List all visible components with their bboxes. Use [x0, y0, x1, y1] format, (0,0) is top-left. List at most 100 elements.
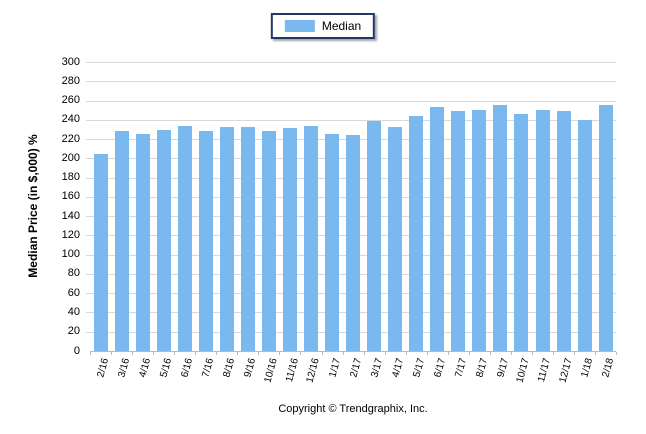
- legend: Median: [270, 13, 376, 39]
- x-slot: 5/16: [153, 354, 175, 400]
- x-axis-tick-mark: [154, 352, 176, 355]
- bar-slot: [279, 62, 300, 351]
- plot-area: [86, 62, 616, 352]
- x-slot: 6/17: [427, 354, 448, 400]
- bar-1-18: [577, 119, 592, 351]
- y-axis-tick-label: 80: [67, 267, 80, 280]
- x-slot: 5/17: [406, 354, 427, 400]
- x-slot: 3/17: [364, 354, 385, 400]
- x-axis-tick-mark: [344, 352, 365, 355]
- y-axis-tick-label: 240: [61, 113, 80, 126]
- y-axis-tick-label: 140: [61, 209, 80, 222]
- y-axis: 0 20 40 60 80 100 120 140 160 180 200 220 240 260 280 3…: [0, 56, 84, 357]
- x-slot: 10/17: [511, 354, 532, 400]
- x-axis-tick-mark: [301, 352, 323, 355]
- x-slot: 8/17: [469, 354, 490, 400]
- x-axis-tick-mark: [175, 352, 197, 355]
- bar-slot: [153, 62, 174, 351]
- bar-2-18: [598, 105, 613, 351]
- bar-slot: [111, 62, 132, 351]
- x-axis-tick-mark: [491, 352, 512, 355]
- x-axis-tick-mark: [554, 352, 576, 355]
- x-slot: 7/17: [448, 354, 469, 400]
- x-axis-tick-mark: [133, 352, 155, 355]
- bar-slot: [532, 62, 553, 351]
- gridline: [86, 81, 616, 83]
- x-slot: 7/16: [195, 354, 217, 400]
- bar-7-17: [451, 111, 466, 351]
- y-axis-tick-label: 0: [73, 344, 80, 357]
- gridline: [86, 62, 616, 63]
- bar-slot: [90, 62, 111, 351]
- bar-8-16: [219, 126, 234, 351]
- copyright-text: Copyright © Trendgraphix, Inc.: [278, 403, 428, 415]
- bar-slot: [195, 62, 216, 351]
- bar-slot: [258, 62, 279, 351]
- x-slot: 12/16: [300, 354, 322, 400]
- x-axis-tick-label: 8/16: [221, 357, 238, 379]
- bar-slot: [132, 62, 153, 351]
- x-slot: 12/17: [553, 354, 574, 400]
- x-slot: 9/16: [237, 354, 259, 400]
- bar-7-16: [198, 131, 213, 351]
- bar-slot: [511, 62, 532, 351]
- x-slot: 4/16: [132, 354, 154, 400]
- x-axis: 2/16 3/16 4/16 5/16 6/16 7/16 8/16 9/16 10/16 11/…: [90, 354, 616, 400]
- bar-slot: [448, 62, 469, 351]
- bar-slot: [553, 62, 574, 351]
- bar-1-17: [325, 134, 340, 351]
- y-axis-tick-label: 60: [67, 286, 80, 299]
- bar-4-17: [388, 126, 403, 351]
- bar-slot: [427, 62, 448, 351]
- x-axis-tick-label: 9/16: [242, 357, 259, 379]
- y-axis-tick-label: 160: [61, 190, 80, 203]
- x-axis-tick-label: 7/16: [200, 357, 217, 379]
- bar-12-17: [556, 111, 571, 351]
- bar-2-16: [93, 153, 108, 351]
- bar-slot: [237, 62, 258, 351]
- bar-3-17: [367, 120, 382, 351]
- bar-6-17: [430, 107, 445, 351]
- x-slot: 4/17: [385, 354, 406, 400]
- x-axis-tick-mark: [217, 352, 239, 355]
- x-axis-tick-label: 11/17: [536, 357, 554, 384]
- x-axis-tick-mark: [428, 352, 449, 355]
- bar-3-16: [114, 131, 129, 351]
- x-axis-tick-label: 5/17: [411, 357, 427, 379]
- y-axis-tick-label: 280: [61, 74, 80, 87]
- bar-9-17: [493, 105, 508, 351]
- bar-5-16: [156, 130, 171, 351]
- x-axis-tick-mark: [449, 352, 470, 355]
- bar-5-17: [409, 115, 424, 351]
- x-axis-tick-label: 8/17: [474, 357, 491, 379]
- bar-10-17: [514, 114, 529, 351]
- x-slot: 10/16: [258, 354, 279, 400]
- x-slot: 1/17: [322, 354, 343, 400]
- x-axis-tick-mark: [470, 352, 491, 355]
- bar-slot: [343, 62, 364, 351]
- x-axis-tick-label: 9/17: [495, 357, 512, 379]
- x-axis-tick-label: 2/17: [348, 357, 364, 379]
- bar-slot: [385, 62, 406, 351]
- y-axis-tick-label: 200: [61, 151, 80, 164]
- x-axis-tick-mark: [259, 352, 281, 355]
- bar-slot: [174, 62, 195, 351]
- bar-slot: [469, 62, 490, 351]
- bar-series-median: [90, 62, 616, 351]
- x-slot: 3/16: [111, 354, 133, 400]
- bar-slot: [364, 62, 385, 351]
- y-axis-tick-label: 260: [61, 94, 80, 107]
- x-slot: 2/18: [595, 354, 617, 400]
- x-axis-tick-mark: [112, 352, 134, 355]
- x-slot: 1/18: [574, 354, 596, 400]
- x-axis-tick-label: 12/16: [304, 357, 322, 385]
- y-axis-tick-label: 20: [67, 325, 80, 338]
- x-axis-tick-label: 6/17: [432, 357, 448, 379]
- x-axis-tick-label: 7/17: [453, 357, 469, 379]
- x-slot: 11/17: [532, 354, 553, 400]
- x-axis-tick-marks: [90, 352, 618, 355]
- x-axis-tick-label: 4/17: [390, 357, 406, 379]
- bar-slot: [490, 62, 511, 351]
- x-axis-tick-label: 12/17: [557, 357, 575, 385]
